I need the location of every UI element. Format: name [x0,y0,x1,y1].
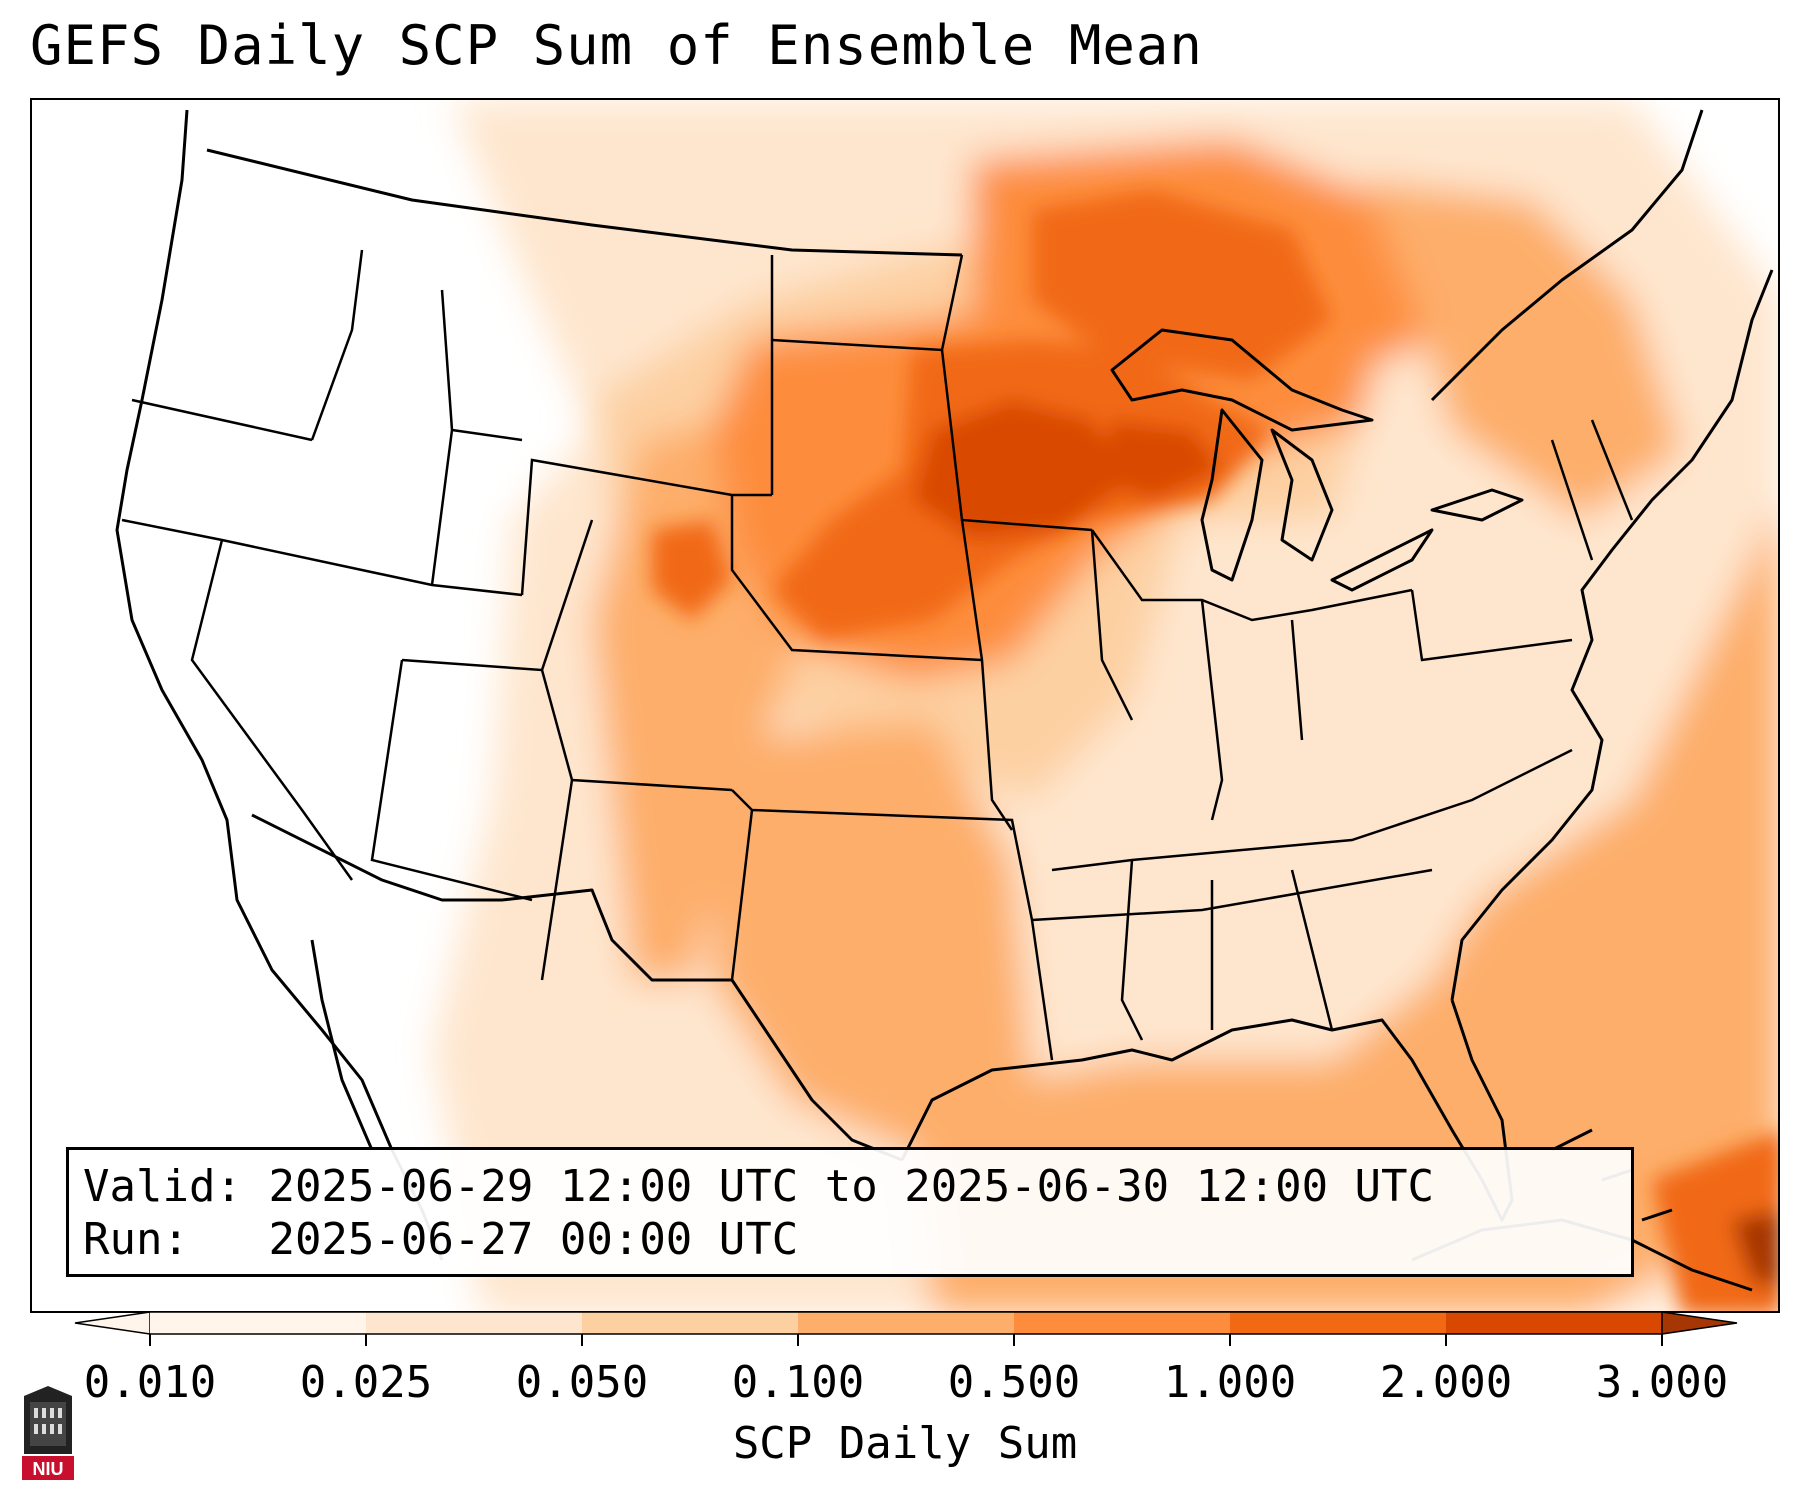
colorbar-tick-label: 0.500 [947,1357,1081,1408]
colorbar-segment [582,1312,799,1334]
colorbar-tick-label: 2.000 [1379,1357,1513,1408]
colorbar-tick-label: 0.025 [299,1357,433,1408]
map-panel [30,98,1780,1313]
logo-text: NIU [33,1459,64,1479]
run-label: Run: [83,1214,189,1265]
colorbar [74,1311,1738,1346]
colorbar-segment [150,1312,367,1334]
colorbar-label: SCP Daily Sum [732,1418,1078,1469]
colorbar-border [150,1311,1662,1335]
colorbar-tick-label: 0.010 [83,1357,217,1408]
colorbar-tick-label: 0.050 [515,1357,649,1408]
colorbar-tick-label: 3.000 [1595,1357,1729,1408]
valid-value: 2025-06-29 12:00 UTC to 2025-06-30 12:00… [268,1161,1435,1212]
scp-maxima [652,190,1778,1311]
run-value: 2025-06-27 00:00 UTC [268,1214,799,1265]
state-borders [121,249,1634,1061]
colorbar-segment [1446,1312,1663,1334]
colorbar-segment [1014,1312,1231,1334]
colorbar-segment [366,1312,583,1334]
valid-label: Valid: [83,1161,242,1212]
scp-shading [432,100,1778,1311]
niu-logo: NIU [22,1386,74,1480]
colorbar-extend-min [74,1311,151,1335]
colorbar-tick-label: 1.000 [1163,1357,1297,1408]
page-title: GEFS Daily SCP Sum of Ensemble Mean [30,14,1203,77]
colorbar-tick-label: 0.100 [731,1357,865,1408]
scp-field-map [115,100,1778,1311]
colorbar-segment [1230,1312,1447,1334]
valid-run-infobox: Valid: 2025-06-29 12:00 UTC to 2025-06-3… [66,1147,1634,1277]
colorbar-extend-max [1661,1311,1738,1335]
colorbar-segment [798,1312,1015,1334]
